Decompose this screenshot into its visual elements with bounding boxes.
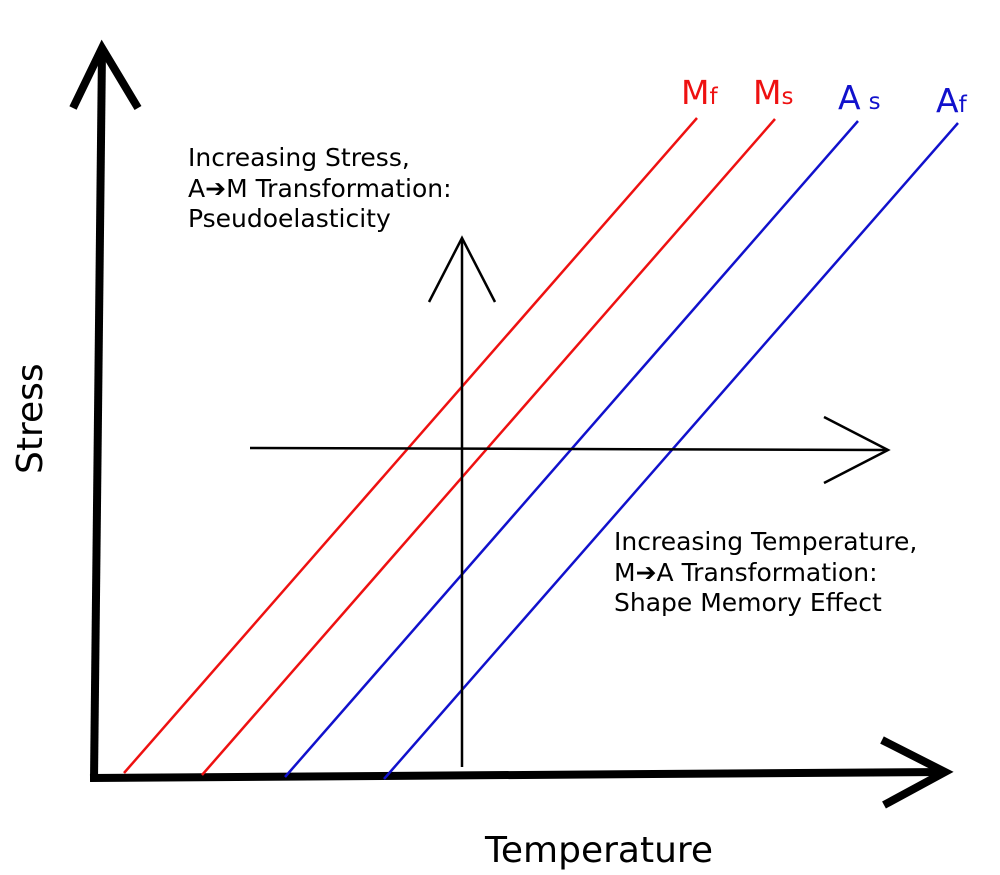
temperature-path-annotation: Increasing Temperature, M➔A Transformati…: [614, 527, 917, 617]
main-axes: [69, 39, 954, 809]
temperature-annotation-line-1: Increasing Temperature,: [614, 527, 917, 556]
label-af: Af: [936, 81, 968, 120]
stress-annotation-line-3: Pseudoelasticity: [188, 204, 391, 233]
af-line: [383, 122, 959, 780]
temperature-annotation-line-2: M➔A Transformation:: [614, 558, 878, 587]
loading-path-arrows: [249, 235, 891, 767]
label-ms: Ms: [753, 73, 793, 112]
y-axis-title: Stress: [10, 363, 51, 474]
arrow-glyph-icon: ➔: [636, 558, 657, 587]
temperature-path-line: [249, 446, 889, 452]
stress-annotation-line-2: A➔M Transformation:: [188, 174, 452, 203]
stress-path-annotation: Increasing Stress, A➔M Transformation: P…: [188, 143, 452, 233]
x-axis-line: [89, 768, 946, 782]
mf-line: [123, 117, 698, 774]
ms-line: [201, 118, 776, 776]
temperature-path-arrowhead: [823, 415, 891, 485]
label-mf: Mf: [681, 73, 718, 112]
y-axis-arrowhead: [69, 39, 142, 111]
arrow-glyph-icon: ➔: [205, 174, 226, 203]
x-axis-title: Temperature: [484, 830, 713, 871]
stress-annotation-line-1: Increasing Stress,: [188, 143, 410, 172]
stress-path-arrowhead: [427, 235, 497, 303]
y-axis-line: [90, 49, 106, 781]
temperature-annotation-line-3: Shape Memory Effect: [614, 588, 882, 617]
x-axis-arrowhead: [880, 736, 954, 809]
